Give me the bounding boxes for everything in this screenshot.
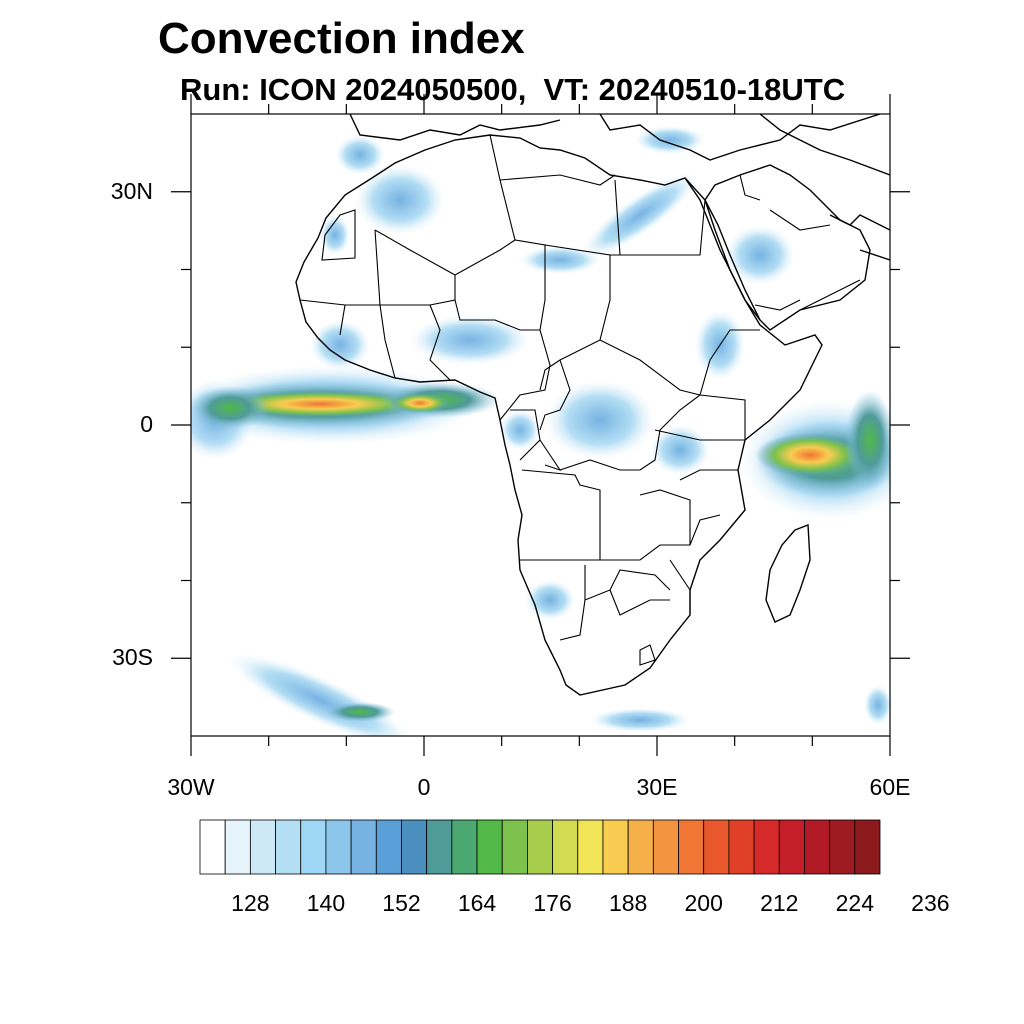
chart-subtitle: Run: ICON 2024050500, VT: 20240510-18UTC [180, 72, 846, 107]
colorbar-swatch [300, 819, 327, 875]
colorbar-swatch [426, 819, 453, 875]
lat-label: 30S [112, 644, 153, 671]
axis-ticks [171, 94, 910, 756]
colorbar-swatch [728, 819, 755, 875]
lon-label: 60E [869, 774, 911, 800]
lon-label: 0 [417, 774, 431, 800]
lat-label: 30N [110, 177, 153, 204]
colorbar-swatch [652, 819, 679, 875]
colorbar-label: 128 [231, 890, 270, 916]
colorbar-swatch [778, 819, 805, 875]
colorbar-swatch [199, 819, 226, 875]
colorbar-swatch [501, 819, 528, 875]
colorbar-swatch [678, 819, 705, 875]
colorbar-label: 152 [382, 890, 421, 916]
colorbar-swatch [753, 819, 780, 875]
colorbar-swatch [275, 819, 302, 875]
colorbar-label: 224 [835, 890, 874, 916]
colorbar-label: 212 [760, 890, 799, 916]
colorbar-swatch [325, 819, 352, 875]
colorbar-label: 140 [306, 890, 346, 916]
colorbar-label: 200 [684, 890, 723, 916]
colorbar-label: 236 [911, 890, 950, 916]
colorbar [199, 819, 881, 875]
colorbar-swatch [804, 819, 831, 875]
colorbar-swatch [854, 819, 881, 875]
colorbar-swatch [829, 819, 856, 875]
lat-label: 0 [140, 411, 153, 437]
colorbar-swatch [401, 819, 428, 875]
convection-field [191, 126, 890, 736]
colorbar-swatch [527, 819, 553, 875]
coastlines [295, 114, 890, 696]
colorbar-swatch [350, 819, 377, 875]
lon-label: 30E [636, 774, 678, 800]
lon-label: 30W [167, 774, 215, 800]
colorbar-label: 188 [608, 890, 648, 916]
colorbar-swatch [375, 819, 402, 875]
colorbar-swatch [552, 819, 579, 875]
country-borders [299, 134, 861, 666]
colorbar-label: 164 [457, 890, 497, 916]
colorbar-swatch [627, 819, 654, 875]
colorbar-label: 176 [533, 890, 572, 916]
chart-title: Convection index [158, 14, 525, 63]
colorbar-swatch [577, 819, 604, 875]
colorbar-swatch [224, 819, 251, 875]
colorbar-swatch [249, 819, 276, 875]
colorbar-swatch [451, 819, 478, 875]
colorbar-swatch [703, 819, 730, 875]
colorbar-swatch [602, 819, 629, 875]
colorbar-swatch [476, 819, 503, 875]
